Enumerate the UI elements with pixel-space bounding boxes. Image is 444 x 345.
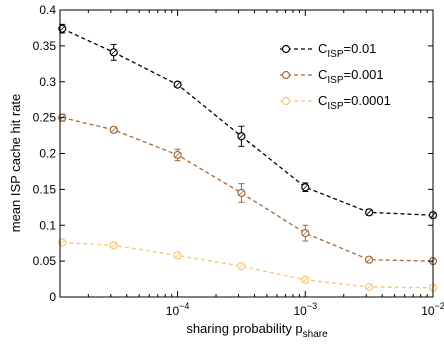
legend-label: CISP=0.0001 <box>318 93 391 112</box>
x-tick-label-exponent: −3 <box>307 301 317 311</box>
legend-label: CISP=0.01 <box>318 41 376 60</box>
y-axis-label: mean ISP cache hit rate <box>8 94 23 233</box>
legend-item-2: CISP=0.001 <box>280 67 384 86</box>
y-tick-label: 0.2 <box>39 147 56 161</box>
x-axis-label-subscript: share <box>303 329 328 340</box>
data-point-slash <box>366 256 372 263</box>
data-point-slash <box>59 25 66 32</box>
y-tick-label: 0.1 <box>39 218 56 232</box>
series-line <box>62 241 434 289</box>
data-point-slash <box>238 190 245 196</box>
legend-label-value: =0.01 <box>344 41 377 56</box>
x-axis-label: sharing probability pshare <box>186 321 328 340</box>
series-3 <box>58 238 438 292</box>
data-point-slash <box>59 239 66 246</box>
axis-ticks: 00.050.10.150.20.250.30.350.410−4 10−3 10−… <box>33 3 444 318</box>
y-tick-label: 0.35 <box>33 39 57 53</box>
data-point-slash <box>174 81 181 88</box>
x-tick-label-base: 10 <box>293 304 307 318</box>
data-point-slash <box>366 209 372 216</box>
series-1 <box>58 23 438 220</box>
legend-label-subscript: ISP <box>327 75 343 86</box>
data-point-slash <box>302 276 309 283</box>
legend-label-subscript: ISP <box>327 101 343 112</box>
data-point-slash <box>110 242 117 249</box>
legend-swatch-marker <box>281 44 291 54</box>
x-tick-label: 10−4 <box>166 301 190 318</box>
y-tick-label: 0.3 <box>39 75 56 89</box>
x-tick-label-exponent: −2 <box>435 301 444 311</box>
y-tick-label: 0.25 <box>33 111 57 125</box>
legend-label-value: =0.001 <box>344 67 384 82</box>
data-point-slash <box>302 230 309 236</box>
data-point-slash <box>302 184 309 191</box>
data-point-slash <box>110 49 117 56</box>
x-tick-label-base: 10 <box>166 304 180 318</box>
x-tick-label-exponent: −4 <box>179 301 189 311</box>
legend-label-value: =0.0001 <box>344 93 391 108</box>
y-tick-label: 0.05 <box>33 254 57 268</box>
x-tick-label: 10−3 <box>293 301 317 318</box>
plot-marks <box>58 23 438 292</box>
legend-label-subscript: ISP <box>327 49 343 60</box>
data-point-slash <box>174 252 181 259</box>
series-line <box>62 116 434 262</box>
legend-swatch-marker <box>281 70 291 80</box>
legend-item-1: CISP=0.01 <box>280 41 376 60</box>
legend-label: CISP=0.001 <box>318 67 384 86</box>
x-tick-label: 10−2 <box>421 301 444 318</box>
data-point-slash <box>238 133 245 140</box>
data-point-slash <box>174 152 181 158</box>
y-tick-label: 0.4 <box>39 3 56 17</box>
legend-item-3: CISP=0.0001 <box>280 93 391 112</box>
x-axis-label-main: sharing probability p <box>186 321 302 336</box>
y-tick-label: 0 <box>49 290 56 304</box>
x-tick-label-base: 10 <box>421 304 435 318</box>
y-tick-label: 0.15 <box>33 182 57 196</box>
legend-label-main: C <box>318 67 327 82</box>
data-point-slash <box>110 127 117 133</box>
data-point-slash <box>366 284 372 290</box>
series-line <box>61 28 434 216</box>
data-point-slash <box>238 263 245 269</box>
legend-swatch-marker <box>281 96 291 106</box>
legend-label-main: C <box>318 41 327 56</box>
legend-label-main: C <box>318 93 327 108</box>
